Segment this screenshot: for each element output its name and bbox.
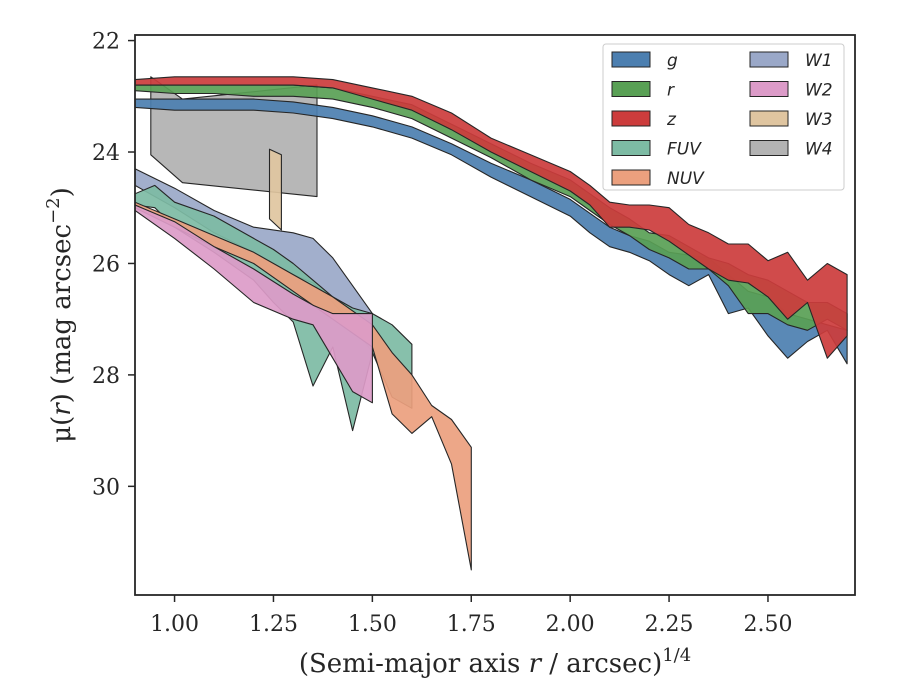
legend-label-fuv: FUV bbox=[667, 140, 702, 160]
legend-label-z: z bbox=[666, 110, 677, 130]
x-tick-label: 2.25 bbox=[645, 612, 694, 637]
y-axis-label: μ(r) (mag arcsec−2) bbox=[43, 187, 77, 443]
legend-swatch-z bbox=[611, 110, 651, 127]
legend-label-w4: W4 bbox=[805, 140, 833, 160]
y-tick-label: 28 bbox=[92, 364, 120, 389]
x-axis-label: (Semi-major axis r / arcsec)1/4 bbox=[299, 645, 691, 679]
y-tick-label: 30 bbox=[92, 475, 120, 500]
band-w2 bbox=[135, 204, 373, 404]
profile-bands bbox=[135, 76, 848, 571]
legend-label-nuv: NUV bbox=[667, 169, 705, 189]
x-tick-label: 2.50 bbox=[743, 612, 792, 637]
legend-label-r: r bbox=[667, 81, 675, 101]
plot-frame bbox=[134, 34, 856, 596]
legend-swatch-w4 bbox=[749, 140, 789, 156]
y-axis-ticks: 22 24 26 28 30 bbox=[92, 30, 135, 500]
x-tick-label: 1.50 bbox=[348, 612, 397, 637]
legend: grz FUV NUV W1 W2 W3 W4 bbox=[602, 43, 845, 191]
band-z bbox=[135, 76, 848, 359]
y-tick-label: 26 bbox=[92, 252, 120, 277]
legend-swatch-w2 bbox=[749, 81, 789, 97]
legend-swatch-nuv bbox=[611, 169, 651, 186]
band-nuv bbox=[135, 201, 472, 571]
y-tick-label: 24 bbox=[92, 141, 120, 166]
x-tick-label: 1.75 bbox=[447, 612, 496, 637]
legend-label-w2: W2 bbox=[805, 81, 833, 101]
x-tick-label: 1.25 bbox=[249, 612, 298, 637]
legend-swatch-g bbox=[611, 51, 651, 68]
legend-label-w3: W3 bbox=[805, 110, 833, 130]
legend-swatch-r bbox=[611, 81, 651, 97]
legend-swatch-w3 bbox=[749, 110, 789, 127]
legend-swatch-w1 bbox=[749, 51, 789, 68]
x-axis-ticks: 1.00 1.25 1.50 1.75 2.00 2.25 2.50 bbox=[150, 595, 792, 637]
legend-label-w1: W1 bbox=[805, 51, 833, 71]
y-tick-label: 22 bbox=[92, 30, 120, 55]
x-tick-label: 2.00 bbox=[546, 612, 595, 637]
legend-label-g: g bbox=[667, 51, 678, 71]
band-g bbox=[135, 98, 848, 365]
x-tick-label: 1.00 bbox=[150, 612, 199, 637]
legend-swatch-fuv bbox=[611, 140, 651, 156]
band-w3 bbox=[268, 148, 282, 231]
